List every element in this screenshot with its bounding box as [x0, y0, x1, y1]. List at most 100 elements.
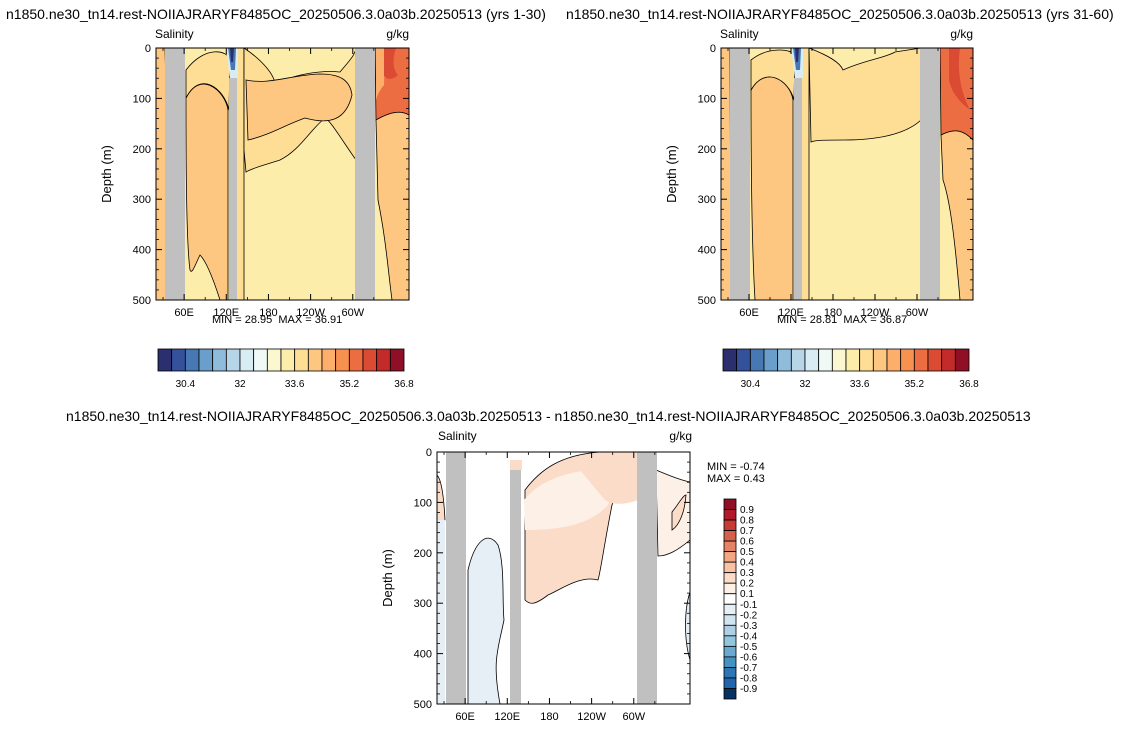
panel-3-colorbar-label: 0.8: [740, 516, 754, 527]
panel-3-colorbar-box: [723, 498, 737, 510]
panel-3-ytick-label: 500: [414, 699, 432, 711]
panel-2-colorbar-box: [913, 348, 929, 372]
panel-1-colorbar-box: [294, 348, 309, 372]
panel-2-max-value: 36.87: [879, 314, 908, 326]
panel-1-field: [156, 48, 409, 300]
panel-3-colorbar-box: [723, 656, 737, 668]
panel-3-ytick-label: 0: [426, 447, 432, 459]
panel-2-colorbar-box: [872, 348, 888, 372]
panel-2-ytick-label: 300: [698, 194, 716, 206]
panel-1-units: g/kg: [386, 27, 409, 41]
panel-3-colorbar-label: -0.6: [740, 652, 758, 663]
panel-3-colorbar-box: [723, 540, 737, 553]
panel-1-colorbar-box: [280, 348, 296, 372]
panel-2-colorbar-box: [736, 348, 751, 372]
panel-1-colorbar-label: 32: [234, 379, 246, 390]
panel-3-colorbar-label: 0.7: [740, 526, 754, 537]
panel-2-ytick-label: 0: [710, 43, 716, 55]
panel-3-variable: Salinity: [438, 429, 477, 443]
panel-2-colorbar-label: 30.4: [741, 379, 761, 390]
panel-1-ytick-label: 300: [133, 194, 151, 206]
panel-2-colorbar: 30.4 32 33.6 35.2 36.8: [722, 348, 979, 390]
panel-3-ytick-label: 100: [414, 497, 432, 509]
panel-1-stats: MIN = 28.95 MAX = 36.91: [212, 314, 342, 326]
panel-1-colorbar-label: 30.4: [176, 379, 196, 390]
panel-2-stats: MIN = 28.81 MAX = 36.87: [777, 314, 907, 326]
panel-1-colorbar-box: [157, 348, 173, 372]
panel-3-xtick-label: 120W: [577, 711, 606, 723]
panel-2-colorbar-label: 33.6: [850, 379, 870, 390]
panel-3-colorbar-label: 0.4: [740, 558, 754, 569]
panel-2-plot: 0 100 200 300 400 500 60E 120E 180 120W 60W Depth (…: [664, 27, 974, 319]
panel-3-colorbar-label: -0.1: [740, 600, 758, 611]
panel-3-max-value: 0.43: [743, 473, 765, 485]
panel-2-min-label: MIN =: [777, 314, 807, 326]
panel-3-colorbar-box: [723, 551, 737, 563]
panel-2-colorbar-label: 35.2: [905, 379, 925, 390]
panel-3-ytick-label: 200: [414, 548, 432, 560]
panel-3-colorbar-box: [723, 688, 737, 700]
panel-2-colorbar-box: [954, 348, 970, 372]
panel-1-colorbar-label: 35.2: [340, 379, 360, 390]
panel-3-frame: [436, 451, 691, 705]
panel-3-colorbar-box: [723, 635, 737, 647]
panel-3-colorbar-label: -0.2: [740, 610, 758, 621]
panel-3-xtick-label: 60W: [622, 711, 645, 723]
panel-2-axes: 0 100 200 300 400 500 60E 120E 180 120W 60W Depth (…: [664, 43, 973, 319]
panel-3-colorbar-box: [723, 509, 737, 521]
panel-3-colorbar-box: [723, 677, 737, 689]
panel-2-xtick-label: 120E: [778, 307, 804, 319]
panel-1-ytick-label: 0: [145, 43, 151, 55]
panel-1-colorbar-box: [198, 348, 214, 372]
panel-1-ytick-label: 500: [133, 295, 151, 307]
panel-3-colorbar-box: [723, 593, 737, 605]
panel-2-ytick-label: 400: [698, 245, 716, 257]
panel-3-field: [437, 452, 690, 704]
panel-3-colorbar-label: 0.5: [740, 547, 754, 558]
panel-2-frame: [720, 47, 974, 301]
panel-2-ytick-label: 200: [698, 144, 716, 156]
panel-1-colorbar-box: [225, 348, 241, 372]
panel-1-variable: Salinity: [155, 27, 194, 41]
panel-2-colorbar-box: [818, 348, 833, 372]
panel-3-title: n1850.ne30_tn14.rest-NOIIAJRARYF8485OC_2…: [66, 408, 1031, 424]
panel-1-xtick-label: 120E: [213, 307, 239, 319]
panel-2-colorbar-box: [777, 348, 792, 372]
panel-1-colorbar-box: [307, 348, 323, 372]
panel-1-colorbar-box: [253, 348, 268, 372]
panel-3-colorbar-label: 0.9: [740, 505, 754, 516]
panel-1-max-value: 36.91: [314, 314, 343, 326]
panel-3-colorbar-label: -0.7: [740, 663, 758, 674]
panel-2-colorbar-label: 36.8: [959, 379, 979, 390]
panel-3-axes: 0 100 200 300 400 500 60E 120E 180 120W 60W Depth (…: [380, 447, 690, 723]
panel-3-colorbar-label: -0.3: [740, 621, 758, 632]
panel-2-colorbar-box: [831, 348, 847, 372]
panel-3-xtick-label: 180: [540, 711, 558, 723]
panel-1-frame: [155, 47, 410, 301]
panel-1-colorbar-box: [171, 348, 186, 372]
panel-2-xtick-label: 120W: [861, 307, 890, 319]
panel-3-colorbar-box: [723, 561, 737, 574]
panel-2-xtick-label: 60E: [739, 307, 759, 319]
panel-2-ylabel: Depth (m): [664, 145, 679, 203]
panel-3-colorbar-label: -0.4: [740, 631, 758, 642]
panel-1-ytick-label: 100: [133, 93, 151, 105]
panel-2-min-value: 28.81: [809, 314, 838, 326]
panel-3-colorbar-label: -0.8: [740, 673, 758, 684]
panel-2-ytick-label: 500: [698, 295, 716, 307]
panel-2-units: g/kg: [950, 27, 973, 41]
panel-1-colorbar: 30.4 32 33.6 35.2 36.8: [157, 348, 414, 390]
panel-2-colorbar-box: [845, 348, 861, 372]
panel-3-colorbar-label: -0.9: [740, 684, 758, 695]
panel-2-ytick-label: 100: [698, 93, 716, 105]
panel-2-title: n1850.ne30_tn14.rest-NOIIAJRARYF8485OC_2…: [566, 6, 1114, 22]
panel-2-colorbar-box: [790, 348, 806, 372]
panel-3-colorbar-box: [723, 667, 737, 679]
panel-2-colorbar-box: [927, 348, 943, 372]
panel-3-plot: 0 100 200 300 400 500 60E 120E 180 120W 60W Depth (…: [380, 429, 692, 723]
panel-3-colorbar-box: [723, 624, 737, 637]
panel-2-variable: Salinity: [720, 27, 759, 41]
panel-2-colorbar-box: [722, 348, 738, 372]
panel-3-colorbar-box: [723, 530, 737, 542]
panel-3-colorbar-box: [723, 519, 737, 531]
